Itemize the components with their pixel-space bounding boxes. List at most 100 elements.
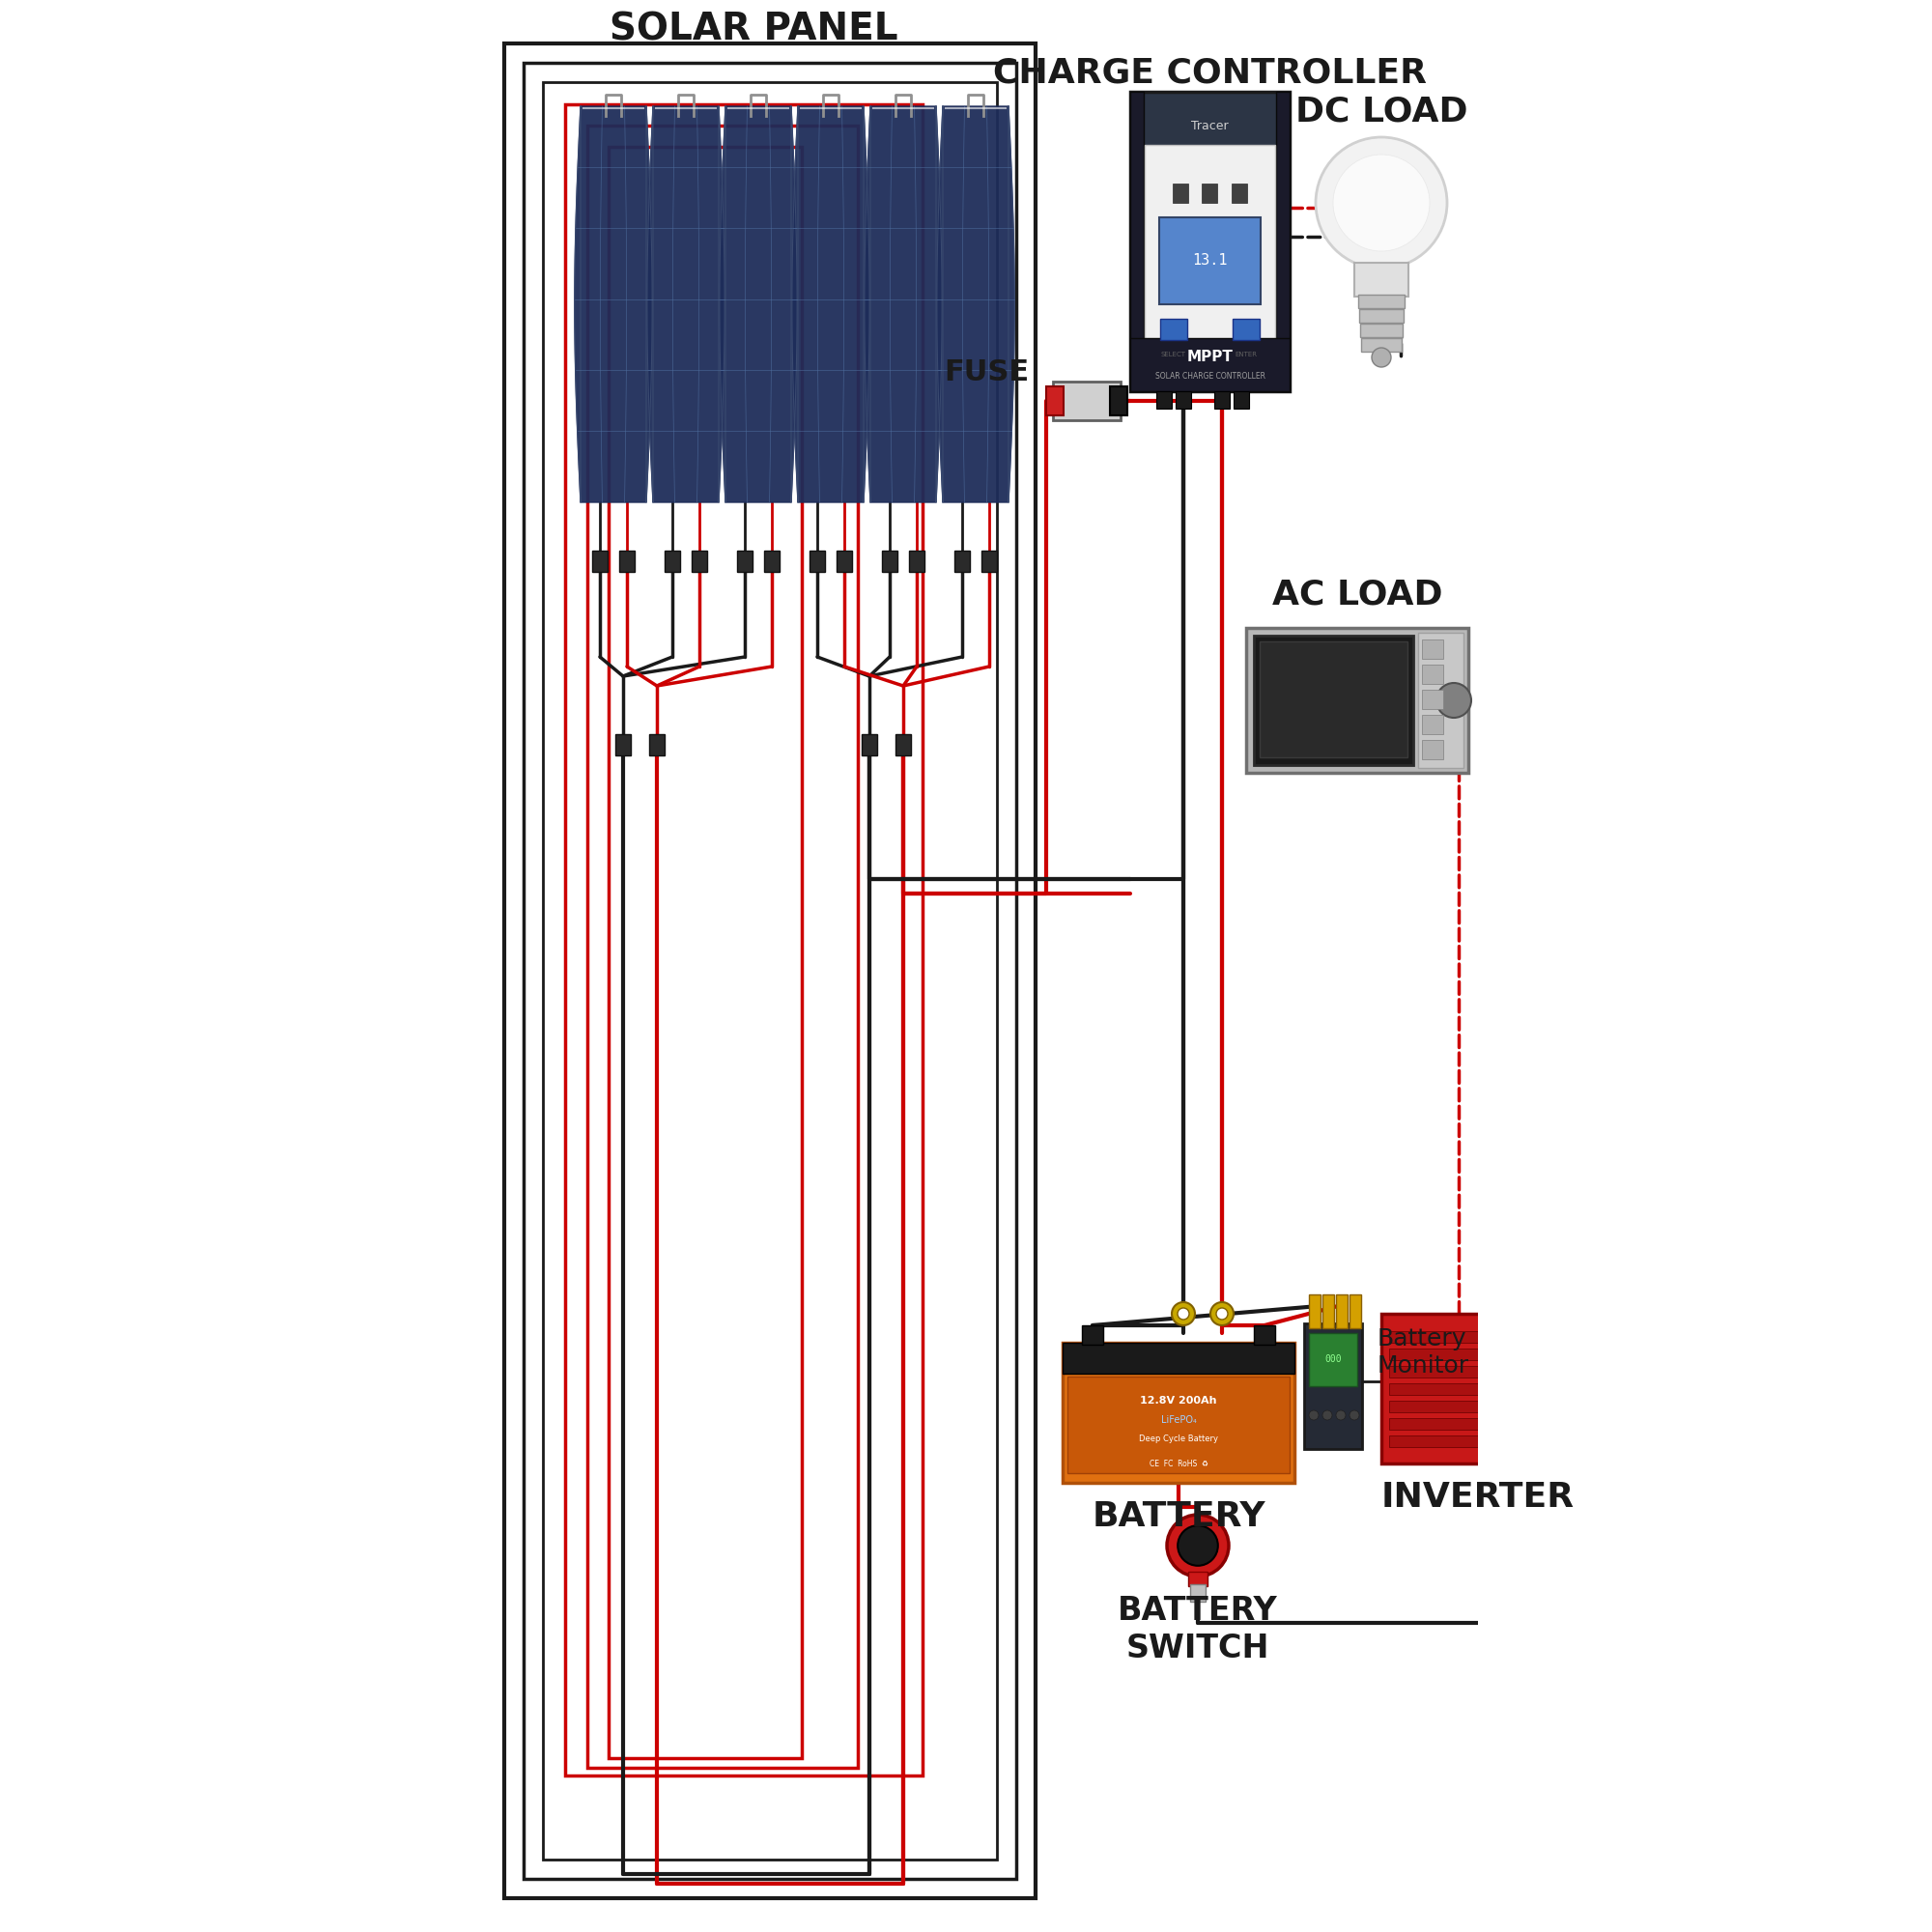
Circle shape [1179, 1308, 1190, 1320]
Circle shape [1321, 1410, 1333, 1420]
Text: Deep Cycle Battery: Deep Cycle Battery [1140, 1435, 1219, 1443]
Text: CHARGE CONTROLLER: CHARGE CONTROLLER [993, 56, 1426, 89]
Bar [765, 551, 781, 572]
Bar [810, 551, 825, 572]
Text: 000: 000 [1325, 1354, 1341, 1364]
Text: 12.8V 200Ah: 12.8V 200Ah [1140, 1395, 1217, 1406]
Text: Tracer: Tracer [1192, 120, 1229, 131]
Circle shape [1217, 1308, 1229, 1320]
Text: Battery
Monitor: Battery Monitor [1376, 1327, 1468, 1378]
Text: LiFePO₄: LiFePO₄ [1161, 1414, 1196, 1426]
Text: SOLAR CHARGE CONTROLLER: SOLAR CHARGE CONTROLLER [1155, 373, 1265, 381]
Bar [524, 62, 1016, 1878]
Bar [591, 551, 607, 572]
Bar [1047, 386, 1063, 415]
Circle shape [1209, 1302, 1235, 1325]
Bar [1310, 1333, 1356, 1387]
Circle shape [1310, 1410, 1318, 1420]
Bar [1109, 386, 1128, 415]
Text: MPPT: MPPT [1186, 350, 1233, 365]
Bar [1233, 319, 1260, 340]
Bar [1063, 1343, 1294, 1484]
Bar [1260, 641, 1406, 757]
Bar [1360, 309, 1403, 323]
Text: ENTER: ENTER [1235, 352, 1258, 357]
Polygon shape [792, 106, 869, 502]
Bar [1175, 390, 1190, 410]
Bar [954, 551, 970, 572]
Bar [1389, 1331, 1505, 1343]
Circle shape [1524, 1414, 1563, 1453]
Polygon shape [574, 106, 653, 502]
Bar [1235, 390, 1248, 410]
Bar [609, 147, 802, 1758]
Text: CE  FC  RoHS  ♻: CE FC RoHS ♻ [1150, 1459, 1208, 1468]
Bar [587, 126, 858, 1768]
Bar [837, 551, 852, 572]
Text: 13.1: 13.1 [1192, 253, 1227, 269]
Bar [1254, 636, 1414, 765]
Bar [910, 551, 925, 572]
Circle shape [1167, 1515, 1229, 1577]
Bar [1173, 184, 1188, 203]
Bar [1354, 263, 1408, 296]
Circle shape [1337, 1410, 1345, 1420]
Bar [1066, 1376, 1291, 1472]
Polygon shape [719, 106, 798, 502]
Bar [1053, 383, 1121, 421]
Bar [1130, 91, 1144, 390]
Bar [738, 551, 753, 572]
Bar [1389, 1366, 1505, 1378]
Text: BATTERY: BATTERY [1092, 1499, 1265, 1534]
Bar [1304, 1323, 1362, 1449]
Bar [1422, 740, 1443, 759]
Bar [1389, 1349, 1505, 1360]
Circle shape [1316, 137, 1447, 269]
Text: DC LOAD: DC LOAD [1294, 95, 1468, 128]
Bar [504, 43, 1036, 1897]
Text: AC LOAD: AC LOAD [1271, 578, 1443, 611]
Bar [1233, 184, 1248, 203]
Bar [1246, 628, 1468, 773]
Circle shape [1349, 1410, 1360, 1420]
Bar [1202, 184, 1217, 203]
Bar [981, 551, 997, 572]
Bar [1389, 1383, 1505, 1395]
Bar [1275, 91, 1291, 390]
Bar [1082, 1325, 1103, 1345]
Bar [1144, 145, 1275, 348]
Circle shape [1179, 1526, 1217, 1565]
Bar [543, 81, 997, 1859]
Circle shape [1333, 155, 1430, 251]
Bar [1130, 338, 1291, 390]
Bar [1159, 319, 1186, 340]
Bar [665, 551, 680, 572]
Bar [1422, 715, 1443, 734]
Bar [1215, 390, 1231, 410]
Bar [1422, 665, 1443, 684]
Bar [1517, 1333, 1567, 1372]
Bar [1155, 390, 1171, 410]
Bar [649, 734, 665, 755]
Polygon shape [647, 106, 724, 502]
Circle shape [1437, 684, 1472, 717]
Bar [1358, 294, 1405, 307]
Bar [896, 734, 912, 755]
Bar [1389, 1435, 1505, 1447]
Bar [1130, 91, 1291, 390]
Bar [881, 551, 896, 572]
Circle shape [1532, 1422, 1555, 1445]
Text: FUSE: FUSE [943, 357, 1028, 386]
Bar [1159, 216, 1260, 303]
Text: SOLAR PANEL: SOLAR PANEL [609, 10, 898, 46]
Bar [618, 551, 634, 572]
Bar [1321, 1294, 1333, 1329]
Bar [1511, 1314, 1575, 1464]
Bar [1418, 634, 1464, 767]
Bar [1422, 639, 1443, 659]
Bar [1381, 1314, 1575, 1464]
Polygon shape [864, 106, 943, 502]
Bar [1517, 1383, 1567, 1422]
Bar [1063, 1343, 1294, 1374]
Bar [1337, 1294, 1349, 1329]
